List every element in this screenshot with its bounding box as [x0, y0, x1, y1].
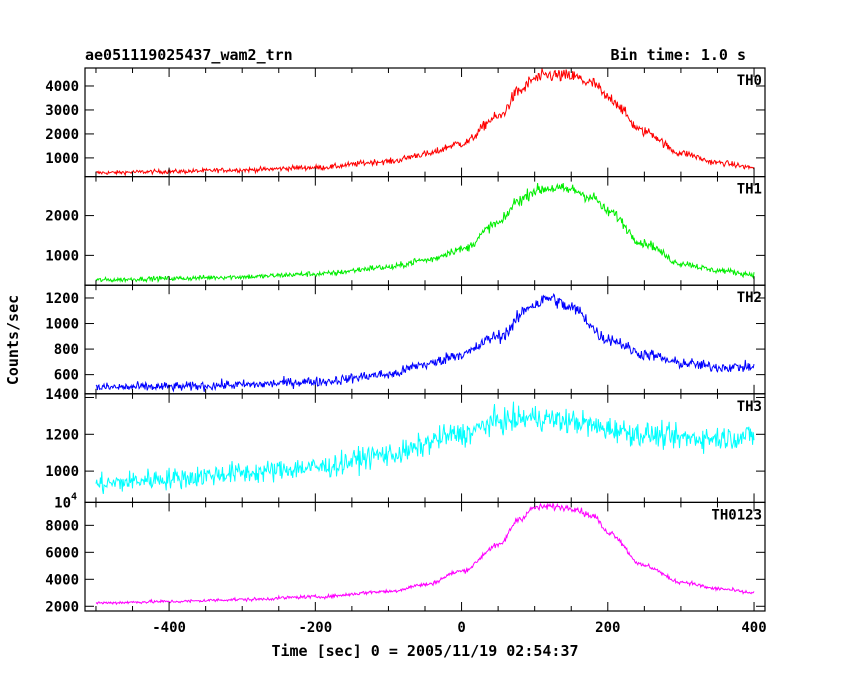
- series-line-th1: [95, 182, 755, 284]
- series-line-th3: [95, 401, 755, 494]
- y-axis-label: Counts/sec: [4, 295, 22, 385]
- y-tick-label-th0123: 2000: [45, 599, 79, 615]
- y-tick-label-th3: 1000: [45, 464, 79, 480]
- series-label-th1: TH1: [737, 182, 762, 198]
- y-tick-label-th1: 1000: [45, 248, 79, 264]
- bin-time-label: Bin time: 1.0 s: [611, 46, 746, 64]
- y-tick-label-th2: 800: [54, 342, 79, 358]
- x-axis-label: Time [sec] 0 = 2005/11/19 02:54:37: [271, 642, 578, 660]
- series-line-th2: [95, 292, 755, 393]
- x-tick-label: -200: [298, 620, 332, 636]
- y-tick-exponent-th0123: 4: [71, 491, 77, 502]
- y-tick-label-th0123: 6000: [45, 545, 79, 561]
- y-tick-label-th0123: 4000: [45, 572, 79, 588]
- y-tick-label-th2: 1000: [45, 317, 79, 333]
- x-tick-label: 400: [741, 620, 766, 636]
- y-tick-label-th3: 1400: [45, 387, 79, 403]
- series-label-th0: TH0: [737, 73, 762, 89]
- y-tick-label-th0: 4000: [45, 79, 79, 95]
- series-line-th0123: [95, 501, 755, 606]
- panel-frame-th0: [84, 67, 766, 178]
- y-tick-label-th2: 600: [54, 368, 79, 384]
- series-label-th3: TH3: [737, 399, 762, 415]
- panels-group: TH01000200030004000TH110002000TH26008001…: [45, 67, 767, 636]
- y-tick-label-th0123: 8000: [45, 518, 79, 534]
- panel-frame-th1: [84, 176, 766, 286]
- x-tick-label: -400: [152, 620, 186, 636]
- x-tick-label: 0: [457, 620, 465, 636]
- y-tick-label-th0: 1000: [45, 151, 79, 167]
- x-tick-label: 200: [595, 620, 620, 636]
- y-tick-label-th0: 2000: [45, 127, 79, 143]
- panel-frame-th2: [84, 284, 766, 395]
- y-tick-label-th0123: 10: [54, 495, 71, 511]
- series-line-th0: [95, 68, 755, 177]
- series-label-th0123: TH0123: [711, 507, 762, 523]
- y-tick-label-th2: 1200: [45, 291, 79, 307]
- y-tick-label-th0: 3000: [45, 103, 79, 119]
- y-tick-label-th3: 1200: [45, 427, 79, 443]
- series-label-th2: TH2: [737, 290, 762, 306]
- chart-title: ae051119025437_wam2_trn: [85, 46, 293, 64]
- y-tick-label-th1: 2000: [45, 209, 79, 225]
- panel-frame-th0123: [84, 501, 766, 612]
